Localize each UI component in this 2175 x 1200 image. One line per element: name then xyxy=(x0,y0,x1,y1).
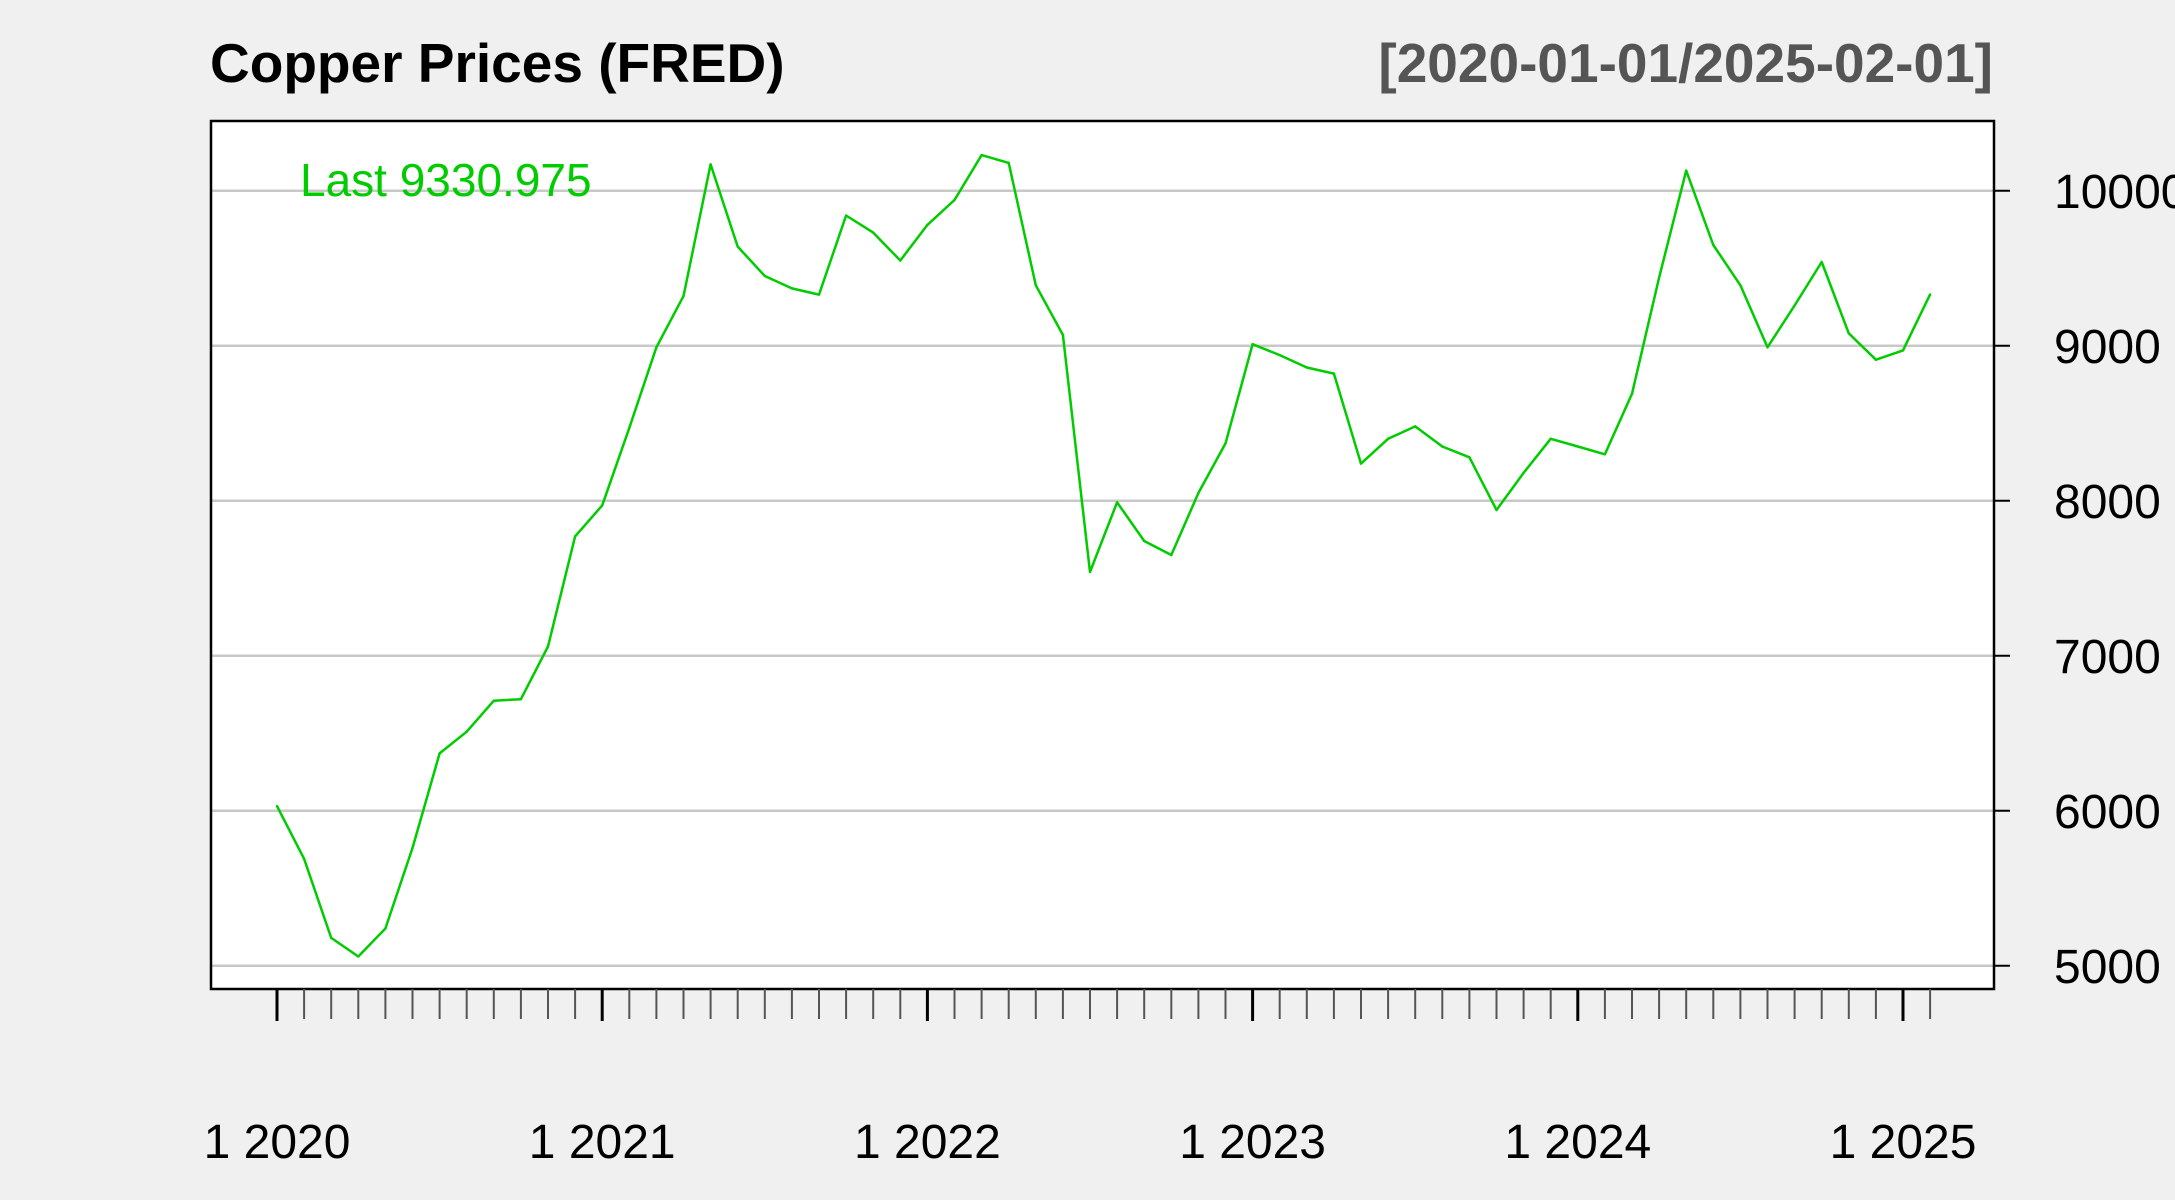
data-point xyxy=(953,198,956,202)
data-point xyxy=(601,504,604,507)
data-point xyxy=(1712,243,1715,247)
y-axis: 5000 6000 7000 8000 9000 10000 xyxy=(1994,166,2175,994)
data-point xyxy=(1441,445,1444,448)
data-point xyxy=(411,846,414,850)
data-point xyxy=(817,293,821,296)
data-point xyxy=(1522,471,1525,475)
data-point xyxy=(1414,425,1417,428)
data-point xyxy=(1603,453,1607,456)
data-point xyxy=(926,223,929,227)
data-point xyxy=(1630,392,1634,395)
data-point xyxy=(438,752,441,755)
data-point xyxy=(628,426,631,430)
data-point xyxy=(1143,539,1146,543)
data-point xyxy=(1251,343,1254,346)
data-point xyxy=(1305,366,1309,369)
data-point xyxy=(1928,293,1932,296)
data-point xyxy=(330,936,333,940)
x-axis: 1 2020 1 2021 1 2022 1 2023 1 2024 1 2025 xyxy=(204,989,1977,1169)
y-tick-label: 10000 xyxy=(2054,166,2175,219)
data-point xyxy=(1197,491,1200,495)
data-point xyxy=(1901,349,1905,352)
data-point xyxy=(573,535,577,538)
data-point xyxy=(1007,161,1010,165)
last-value-label: Last 9330.975 xyxy=(300,154,592,206)
plot-frame xyxy=(209,119,1996,991)
series-layer xyxy=(275,153,1932,958)
y-tick-label: 9000 xyxy=(2054,321,2161,374)
data-point xyxy=(682,294,685,298)
data-point xyxy=(384,927,387,930)
data-point xyxy=(1115,501,1119,504)
data-point xyxy=(1820,260,1823,264)
x-tick-label: 1 2023 xyxy=(1179,1116,1326,1169)
data-point xyxy=(1495,508,1498,512)
y-tick-label: 8000 xyxy=(2054,476,2161,529)
data-point xyxy=(655,346,658,349)
data-point xyxy=(1278,353,1281,357)
data-point xyxy=(1359,462,1363,465)
x-tick-label: 1 2021 xyxy=(529,1116,676,1169)
grid-lines xyxy=(211,189,1994,967)
data-point xyxy=(1034,284,1038,287)
data-point xyxy=(790,287,794,290)
y-tick-label: 5000 xyxy=(2054,941,2161,994)
data-point xyxy=(1576,445,1580,448)
data-point xyxy=(1061,333,1065,337)
data-point xyxy=(872,231,875,234)
data-point xyxy=(1170,553,1173,557)
data-point xyxy=(1088,570,1092,574)
data-point xyxy=(1468,456,1471,459)
data-point xyxy=(763,274,766,278)
y-tick-label: 6000 xyxy=(2054,786,2161,839)
data-point xyxy=(492,699,495,702)
data-point xyxy=(709,163,712,166)
data-point xyxy=(1874,358,1878,361)
plot-area xyxy=(211,121,1994,989)
series-line-copper xyxy=(275,153,1932,958)
data-point xyxy=(1739,284,1742,287)
data-point xyxy=(1793,304,1796,307)
data-point xyxy=(275,804,279,808)
data-point xyxy=(899,259,902,262)
data-point xyxy=(980,153,983,157)
data-point xyxy=(1224,442,1227,445)
x-tick-label: 1 2024 xyxy=(1504,1116,1651,1169)
data-point xyxy=(1847,332,1851,335)
date-range-label: [2020-01-01/2025-02-01] xyxy=(1378,32,1993,94)
data-point xyxy=(844,214,848,217)
x-tick-label: 1 2022 xyxy=(854,1116,1001,1169)
x-tick-label: 1 2025 xyxy=(1830,1116,1977,1169)
data-point xyxy=(1685,169,1688,172)
data-point xyxy=(302,857,306,860)
chart-title: Copper Prices (FRED) xyxy=(210,32,785,94)
data-point xyxy=(736,245,739,248)
x-tick-label: 1 2020 xyxy=(204,1116,351,1169)
data-point xyxy=(1766,346,1769,349)
data-point xyxy=(1657,276,1661,279)
data-point xyxy=(546,645,550,648)
y-tick-label: 7000 xyxy=(2054,631,2161,684)
data-point xyxy=(357,955,360,958)
data-point xyxy=(1332,372,1336,375)
data-point xyxy=(1386,437,1390,440)
data-point xyxy=(1549,437,1552,440)
data-point xyxy=(519,697,523,701)
data-point xyxy=(465,730,468,733)
